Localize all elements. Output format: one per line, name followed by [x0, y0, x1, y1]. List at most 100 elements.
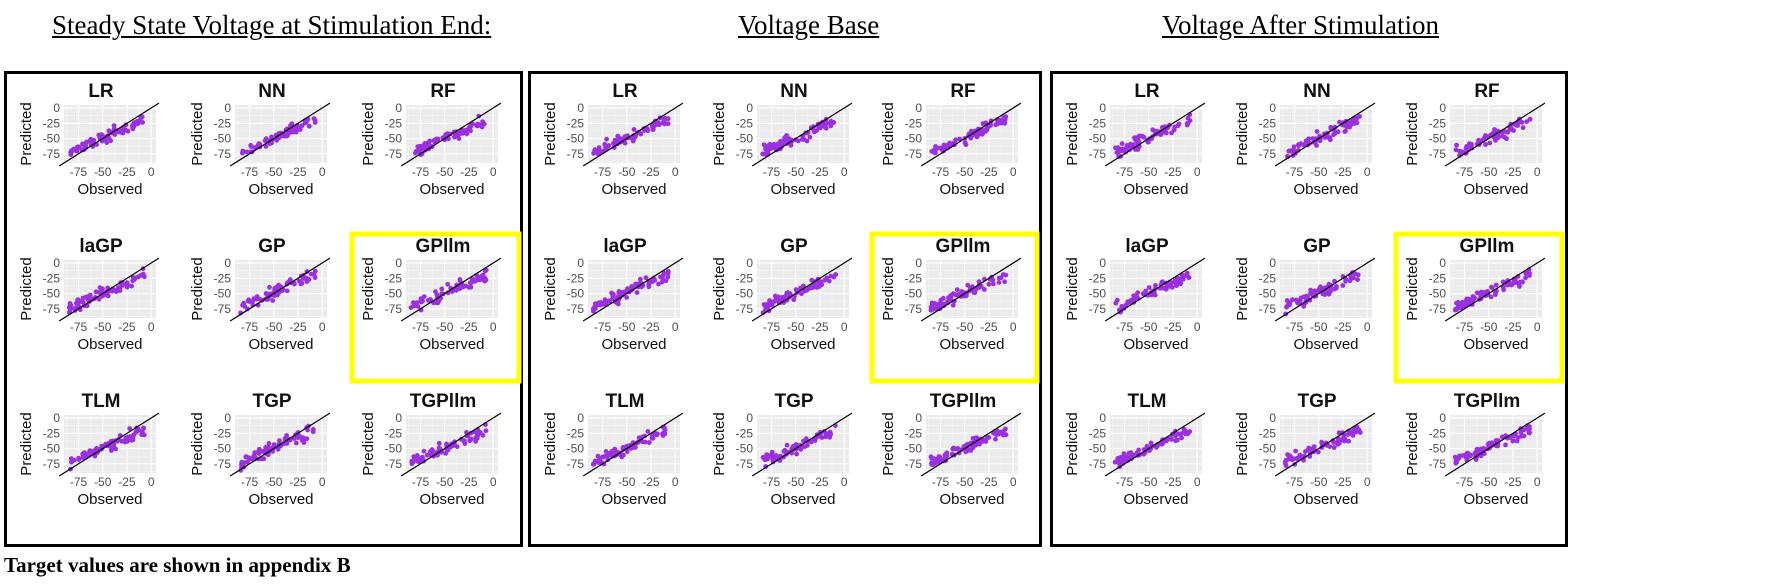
data-point: [127, 434, 133, 439]
data-point: [74, 148, 80, 154]
y-tick-label: 0: [1099, 101, 1106, 115]
y-tick-label: 0: [577, 411, 584, 425]
data-point: [1291, 144, 1297, 150]
x-tick-label: -50: [1140, 165, 1158, 179]
y-tick-label: -25: [567, 116, 585, 130]
reference-line: [58, 412, 160, 477]
data-point: [1523, 275, 1528, 281]
data-point: [277, 438, 282, 443]
data-point: [1464, 456, 1470, 462]
data-point: [1284, 304, 1289, 310]
x-axis-label: Observed: [939, 491, 1004, 508]
data-point: [1505, 129, 1510, 135]
panel-title: TGPllm: [1454, 391, 1521, 412]
y-tick-label: 0: [1099, 256, 1106, 270]
data-point: [804, 443, 810, 448]
data-point: [1301, 294, 1307, 299]
data-point: [1114, 297, 1120, 303]
data-point: [594, 302, 599, 308]
x-tick-label: -75: [70, 475, 88, 489]
y-tick-label: -25: [1089, 426, 1107, 440]
data-point: [957, 136, 962, 142]
y-tick-label: 0: [224, 101, 231, 115]
data-point: [443, 132, 448, 138]
y-tick-label: -25: [1089, 271, 1107, 285]
data-point: [1483, 142, 1488, 147]
y-tick-label: -50: [1259, 132, 1277, 146]
data-point: [284, 281, 290, 287]
x-tick-label: -50: [94, 320, 112, 334]
x-tick-label: 0: [1194, 165, 1201, 179]
y-tick-label: -75: [736, 457, 754, 471]
data-point: [1454, 142, 1459, 148]
data-point: [1510, 438, 1516, 443]
data-point: [1344, 124, 1350, 130]
data-point: [622, 140, 628, 146]
y-tick-label: -75: [1089, 302, 1107, 316]
data-point: [1128, 450, 1134, 456]
x-axis-label: Observed: [1123, 181, 1188, 198]
scatter-grid-1: LR0-25-50-75-75 -50 -25 0PredictedObservedN…: [542, 81, 1040, 508]
data-point: [620, 289, 626, 295]
y-tick-label: -25: [1259, 271, 1277, 285]
data-point: [287, 277, 293, 282]
data-point: [1295, 300, 1301, 306]
y-tick-label: -75: [1429, 147, 1447, 161]
data-point: [1474, 290, 1480, 296]
data-point: [135, 120, 141, 126]
x-tick-label: -25: [460, 475, 478, 489]
data-point: [1335, 129, 1341, 135]
panel-title: TGP: [774, 391, 813, 412]
scatter-grid-2: LR0-25-50-75-75 -50 -25 0PredictedObservedN…: [1064, 81, 1565, 508]
data-point: [645, 126, 650, 132]
panel-title: GPllm: [1460, 236, 1515, 257]
data-point: [603, 449, 609, 454]
data-point: [986, 124, 991, 129]
data-point: [636, 435, 642, 441]
data-point: [660, 120, 666, 126]
y-tick-label: -25: [385, 116, 403, 130]
x-tick-label: -25: [118, 165, 136, 179]
data-point: [772, 298, 778, 304]
data-point: [418, 298, 424, 304]
data-point: [1174, 283, 1179, 288]
y-axis-label: Predicted: [880, 102, 897, 165]
x-tick-label: -50: [94, 165, 112, 179]
data-point: [140, 120, 146, 125]
data-point: [1353, 118, 1359, 124]
data-point: [96, 296, 102, 302]
y-tick-label: -75: [1259, 457, 1277, 471]
y-tick-label: -50: [1429, 287, 1447, 301]
data-point: [1129, 297, 1135, 303]
y-tick-label: -50: [214, 132, 232, 146]
data-point: [642, 439, 648, 445]
x-tick-label: -75: [594, 320, 612, 334]
y-axis-label: Predicted: [1064, 257, 1081, 320]
panel-group-2: LR 0 -25 -50 -75 -75 -50 -25 0 Predicted Observed N…: [1050, 71, 1568, 547]
x-tick-label: -50: [956, 165, 974, 179]
data-point: [938, 303, 943, 309]
data-point: [256, 142, 262, 148]
data-point: [986, 435, 992, 440]
reference-line: [1104, 102, 1206, 167]
data-point: [785, 292, 790, 298]
y-tick-label: 0: [1269, 256, 1276, 270]
panel-title: laGP: [1125, 236, 1169, 257]
x-tick-label: -25: [980, 165, 998, 179]
panel-title: GP: [1303, 236, 1331, 257]
data-point: [1326, 291, 1332, 297]
y-tick-label: -75: [567, 457, 585, 471]
data-point: [1150, 127, 1156, 133]
data-point: [243, 454, 249, 460]
data-point: [824, 275, 830, 281]
reference-line: [229, 412, 331, 477]
y-tick-label: -50: [905, 132, 923, 146]
y-axis-label: Predicted: [880, 412, 897, 475]
x-tick-label: -25: [642, 320, 660, 334]
data-point: [632, 134, 638, 139]
data-point: [1293, 448, 1298, 454]
